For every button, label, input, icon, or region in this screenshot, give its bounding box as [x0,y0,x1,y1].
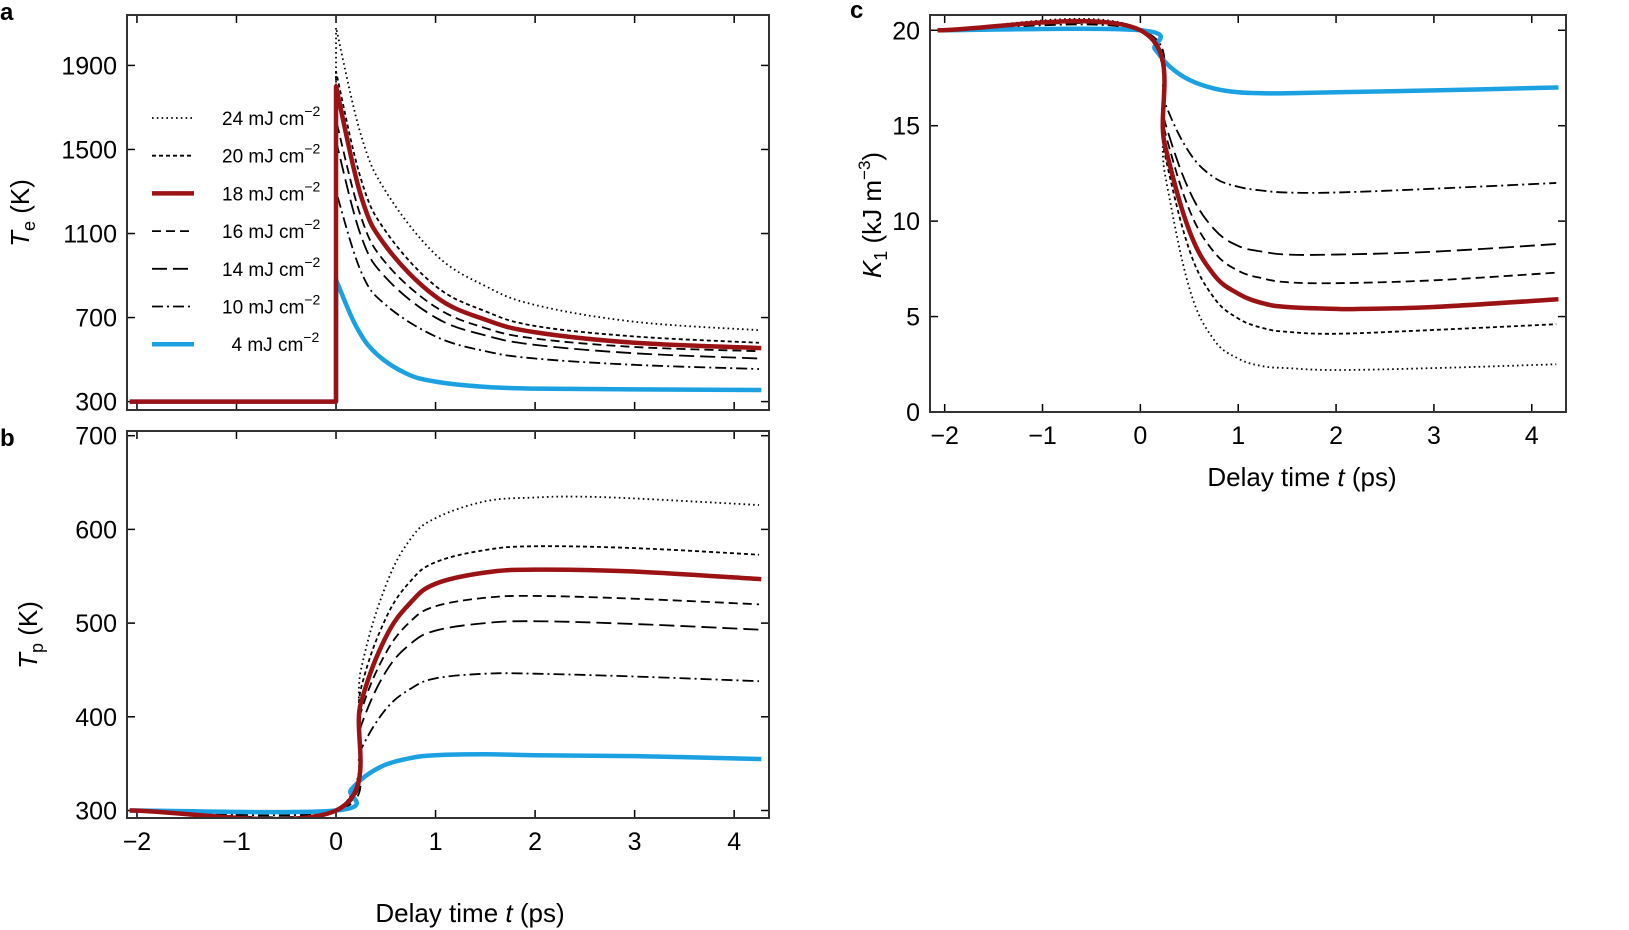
axes-frame-b [126,430,770,819]
series-line-a-18mj [129,84,762,404]
xtick-label-b: 2 [528,828,542,856]
ylabel-te: Te (K) [5,179,39,247]
ytick-label-a: 1100 [63,221,117,249]
series-line-b-24mj [131,495,760,818]
series-line-c-4mj [937,26,1559,96]
plot-te: 300 700 1100 1500 1900 [61,14,770,417]
series-line-c-10mj [939,23,1557,194]
series-line-b-18mj [129,567,762,818]
xlabel-c: Delay time t (ps) [1207,462,1396,492]
legend-label: 20 mJ cm−2 [222,141,321,168]
series-line-b-10mj [131,672,760,817]
ylabel-k1: K1 (kJ m−3) [855,152,891,278]
legend-label: 18 mJ cm−2 [222,178,321,205]
ytick-label-b: 300 [75,798,117,826]
xtick-label-c: 1 [1231,422,1245,450]
plot-tp: −2 −1 0 1 2 3 4 300 400 500 600 700 [75,423,770,856]
legend-label: 10 mJ cm−2 [222,292,321,319]
ytick-label-b: 700 [75,423,117,451]
xtick-label-c: −2 [930,422,959,450]
ytick-label-c: 10 [892,208,920,236]
axes-frame-a [126,14,770,411]
xtick-label-b: −1 [222,828,251,856]
ytick-label-c: 15 [892,113,920,141]
panel-letter-b: b [0,425,15,452]
series-line-c-16mj [939,21,1557,285]
series-line-b-14mj [131,620,760,818]
ytick-label-c: 0 [906,399,920,427]
xtick-label-b: 0 [329,828,343,856]
legend-label: 14 mJ cm−2 [222,254,321,281]
xtick-label-c: −1 [1028,422,1057,450]
xtick-label-b: 1 [429,828,443,856]
xtick-label-c: 2 [1329,422,1343,450]
ytick-label-a: 1500 [61,136,117,164]
xtick-label-b: 4 [727,828,741,856]
series-line-c-14mj [939,22,1557,256]
panel-letter-c: c [850,0,863,24]
series-line-b-4mj [129,752,762,815]
series-line-b-16mj [131,594,760,818]
ylabel-tp: Tp (K) [13,601,47,669]
xtick-label-c: 3 [1427,422,1441,450]
ytick-label-a: 700 [75,305,117,333]
ytick-label-b: 600 [75,516,117,544]
ytick-label-c: 20 [892,17,920,45]
xtick-label-c: 0 [1133,422,1147,450]
xtick-label-c: 4 [1525,422,1539,450]
xtick-label-b: 3 [628,828,642,856]
ytick-label-b: 400 [75,704,117,732]
axes-frame-c [929,14,1567,413]
legend-label: 24 mJ cm−2 [222,103,321,130]
legend-label: 16 mJ cm−2 [222,216,321,243]
series-line-b-20mj [131,545,760,818]
ytick-label-b: 500 [75,610,117,638]
legend: 24 mJ cm−2 20 mJ cm−2 18 mJ cm−2 16 mJ cm−2… [152,103,321,356]
ytick-label-a: 1900 [61,52,117,80]
series-line-c-20mj [939,19,1557,335]
ytick-label-c: 5 [906,304,920,332]
series-line-a-24mj [131,26,760,403]
panel-letter-a: a [0,0,14,26]
ytick-label-a: 300 [75,389,117,417]
xtick-label-b: −2 [123,828,152,856]
legend-label: 4 mJ cm−2 [222,329,319,356]
plot-k1: −2 −1 0 1 2 3 4 0 5 10 15 20 [892,14,1567,450]
series-line-c-24mj [939,17,1557,371]
xlabel-b: Delay time t (ps) [375,898,564,928]
series-line-c-18mj [937,18,1559,312]
